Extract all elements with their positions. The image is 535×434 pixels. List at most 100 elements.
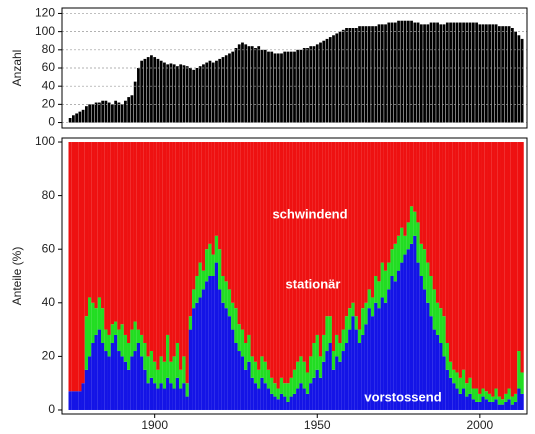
bar [286,51,290,123]
bar-segment [149,142,154,352]
bar-segment [491,396,495,402]
bar-segment [101,308,105,343]
bar-segment [422,249,427,290]
bar-segment [497,396,501,405]
bar [133,81,137,123]
bar-segment [325,142,329,317]
bar [166,64,170,123]
bar-segment [322,142,326,335]
bar-segment [244,142,248,343]
bar-segment [380,142,384,263]
bar [377,24,381,123]
bar-segment [354,142,358,317]
bar [449,22,452,123]
bar-segment [260,377,264,410]
bar [208,60,212,123]
bar-segment [172,388,176,410]
bar-segment [426,262,430,303]
bar-segment [276,142,280,389]
bar-segment [299,356,303,384]
bar-segment [315,369,319,410]
bar-segment [224,308,228,410]
bar-segment [497,142,501,397]
bar-segment [120,356,124,410]
bar-segment [305,142,310,373]
bar-segment [328,316,332,343]
bar-segment [114,321,118,335]
bar-segment [387,289,391,410]
bar-segment [169,142,173,362]
bar-segment [328,342,332,410]
bar-segment [328,142,332,317]
bar [400,20,404,123]
bar-segment [143,142,147,343]
bar-segment [192,308,196,410]
bar-segment [263,361,267,384]
bar [410,20,413,123]
bar-segment [192,289,196,309]
bar [439,24,443,123]
bar-segment [205,249,209,282]
x-tick-label: 1900 [141,418,168,432]
bar-segment [403,235,407,255]
bar-segment [247,361,251,410]
bar [117,102,121,123]
bar-segment [227,142,232,290]
bar [195,68,199,123]
bar-segment [318,377,323,410]
bar-segment [478,142,482,394]
bar-segment [179,369,183,389]
bar [361,26,365,123]
bar-segment [71,391,76,410]
bar [514,31,518,123]
bar-segment [208,243,212,276]
bar-segment [253,383,258,410]
bar-segment [140,356,144,410]
bar [367,26,371,123]
annotation: schwindend [272,206,347,221]
bar-segment [81,383,85,410]
bar-segment [143,342,147,370]
bar-segment [370,316,375,410]
bar-segment [341,142,345,330]
bar-segment [400,262,404,410]
bar [445,22,449,123]
bar-segment [123,361,128,410]
bar [254,48,257,123]
bar-segment [270,377,274,394]
bar [241,42,244,123]
bar-segment [413,211,417,236]
bar-segment [471,388,475,400]
bar-segment [104,351,108,410]
bar-segment [445,142,449,343]
bar-segment [491,142,495,397]
bar-segment [478,393,482,402]
bar [390,22,394,123]
bar-segment [221,142,225,276]
bar-segment [335,142,339,335]
bar-segment [374,302,378,410]
bar-segment [159,383,163,410]
bar [341,29,345,123]
bar-segment [504,401,508,410]
bar-segment [302,142,306,362]
bar-segment [487,142,492,394]
bar-segment [296,388,300,410]
bar-segment [325,316,329,352]
bar-segment [182,383,186,410]
bar-segment [201,270,206,290]
bar-segment [123,334,128,362]
bar-segment [312,377,316,410]
bar-segment [270,142,274,378]
bar-segment [117,142,121,330]
bar-segment [68,391,72,410]
bar [338,31,342,123]
bar-segment [188,142,193,317]
bar-segment [91,142,95,303]
bar [455,22,459,123]
bar-segment [179,142,183,370]
bar-segment [175,142,180,343]
bar [75,113,79,123]
bar-segment [146,356,150,384]
bar-segment [377,281,381,309]
